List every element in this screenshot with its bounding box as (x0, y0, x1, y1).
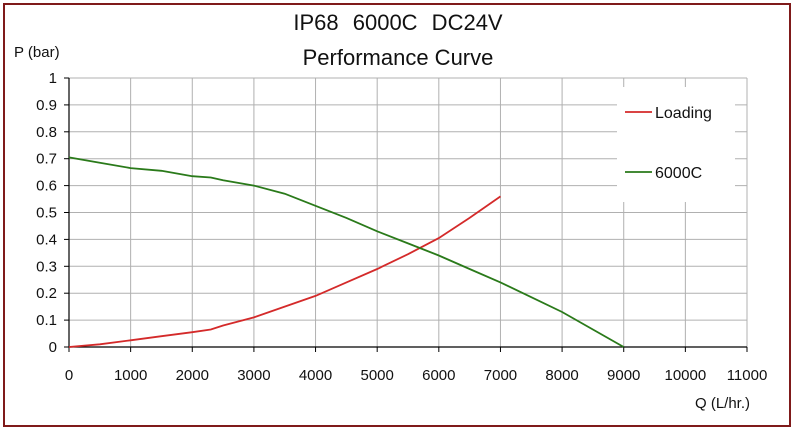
chart-subtitle: Performance Curve (302, 45, 494, 70)
x-tick-label: 0 (65, 367, 73, 384)
series-line-6000c (68, 156, 625, 348)
x-tick-label: 3000 (237, 367, 270, 384)
x-tick-label: 10000 (665, 367, 707, 384)
x-axis-label: Q (L/hr.) (695, 395, 751, 412)
y-axis-label: P (bar) (14, 44, 60, 61)
y-tick-label: 0.6 (36, 178, 57, 195)
legend-box (617, 87, 735, 202)
y-tick-label: 1 (49, 70, 57, 87)
x-tick-label: 8000 (545, 367, 578, 384)
y-tick-label: 0.7 (36, 151, 57, 168)
x-tick-label: 6000 (422, 367, 455, 384)
y-tick-label: 0.1 (36, 312, 57, 329)
y-tick-label: 0 (49, 339, 57, 356)
x-tick-label: 9000 (607, 367, 640, 384)
y-tick-label: 0.3 (36, 258, 57, 275)
x-tick-label: 4000 (299, 367, 332, 384)
x-tick-label: 11000 (727, 367, 768, 384)
x-tick-label: 1000 (114, 367, 147, 384)
x-tick-label: 2000 (176, 367, 209, 384)
y-tick-label: 0.4 (36, 231, 57, 248)
x-tick-label: 7000 (484, 367, 517, 384)
chart-frame (3, 3, 791, 427)
chart-title: IP68 6000C DC24V (293, 10, 503, 35)
x-tick-label: 5000 (360, 367, 393, 384)
y-tick-label: 0.8 (36, 124, 57, 141)
y-tick-label: 0.5 (36, 205, 57, 222)
series-line-loading (68, 195, 502, 348)
legend-label-loading: Loading (655, 105, 712, 122)
y-tick-label: 0.9 (36, 97, 57, 114)
legend-label-6000c: 6000C (655, 165, 702, 182)
y-tick-label: 0.2 (36, 285, 57, 302)
